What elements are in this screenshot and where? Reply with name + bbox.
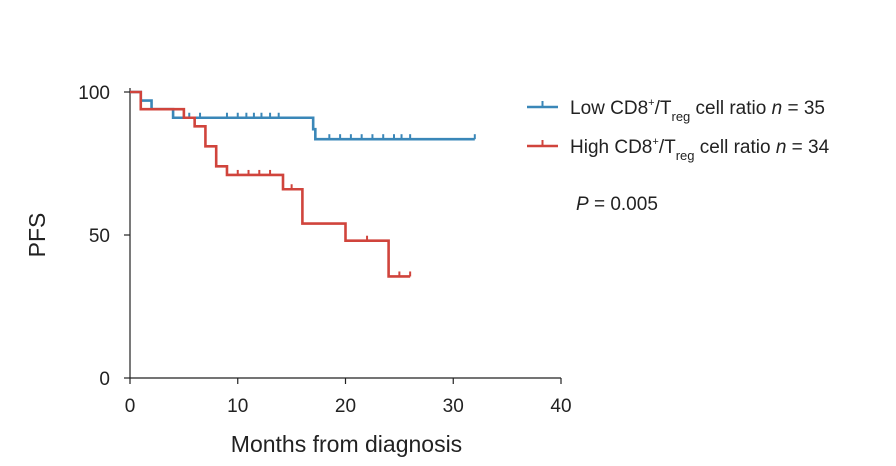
y-tick-label: 0 <box>99 369 110 390</box>
x-tick-label: 40 <box>550 396 571 417</box>
axes: 0 10 20 30 40 0 50 100 Months from diagnosis PFS <box>24 83 572 457</box>
series-0 <box>130 90 476 141</box>
y-tick-label: 100 <box>78 83 110 104</box>
y-axis-title: PFS <box>24 213 50 258</box>
series-1 <box>130 90 412 278</box>
legend-item-1: High CD8+/Treg cell ratio n = 34 <box>527 136 830 163</box>
x-tick-label: 10 <box>227 396 248 417</box>
survival-curve-1 <box>130 90 411 278</box>
legend: Low CD8+/Treg cell ratio n = 35 High CD8+… <box>527 97 830 215</box>
legend-label: High CD8+/Treg cell ratio n = 34 <box>570 136 830 163</box>
y-tick-label: 50 <box>89 226 110 247</box>
x-tick-label: 0 <box>125 396 136 417</box>
x-axis-title: Months from diagnosis <box>231 431 462 457</box>
legend-label: Low CD8+/Treg cell ratio n = 35 <box>570 97 825 124</box>
series-layer <box>130 90 476 278</box>
x-tick-label: 20 <box>335 396 356 417</box>
survival-curve-0 <box>130 90 475 141</box>
p-value-annotation: P = 0.005 <box>576 194 658 215</box>
x-tick-label: 30 <box>443 396 464 417</box>
legend-item-0: Low CD8+/Treg cell ratio n = 35 <box>527 97 825 124</box>
